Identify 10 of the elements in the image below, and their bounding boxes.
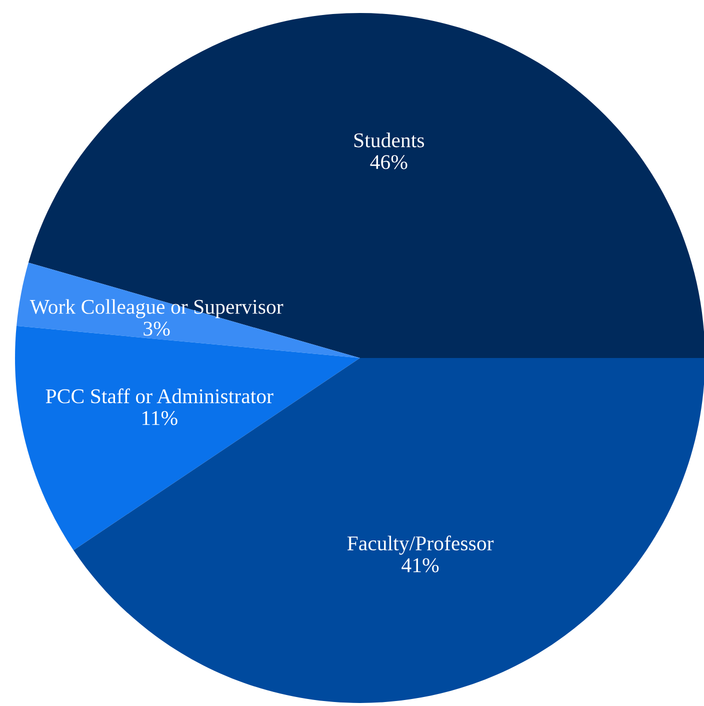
slice-label: Faculty/Professor (347, 536, 494, 555)
slice-label: Work Colleague or Supervisor (30, 299, 284, 318)
data-label: 41% (402, 558, 439, 572)
slice-label: Students (354, 132, 424, 148)
data-label: 3% (144, 322, 170, 336)
slice-label: PCC Staff or Administrator (46, 388, 274, 404)
data-label: 46% (370, 155, 408, 170)
data-label: 11% (142, 411, 178, 426)
pie-slice (16, 262, 360, 358)
pie-slice (28, 13, 704, 358)
